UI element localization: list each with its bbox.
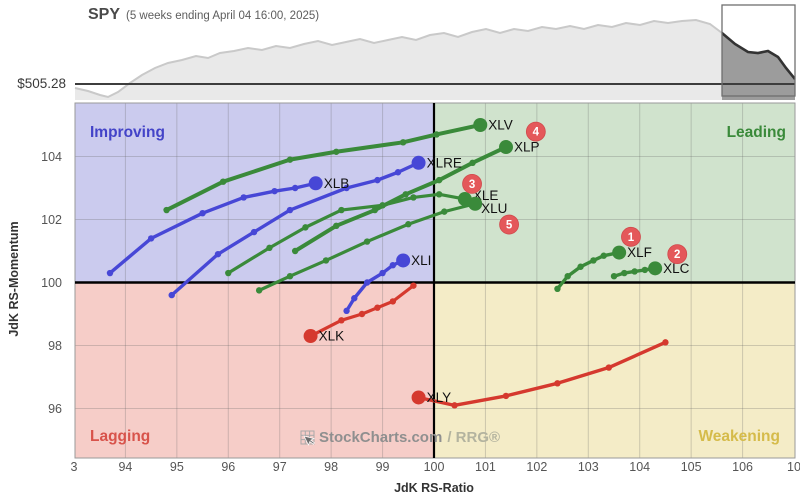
ticker-label-XLI[interactable]: XLI — [411, 253, 431, 268]
head-XLK[interactable] — [303, 329, 318, 344]
head-XLU[interactable] — [468, 196, 483, 211]
quadrant-label-improving: Improving — [90, 124, 165, 141]
series-XLC: XLC — [610, 261, 690, 280]
series-XLF: XLF — [554, 245, 652, 292]
title-subtitle: (5 weeks ending April 04 16:00, 2025) — [126, 10, 320, 22]
y-tick-98: 98 — [48, 339, 62, 353]
x-tick-95: 95 — [170, 460, 184, 474]
head-XLP[interactable] — [499, 140, 514, 155]
x-tick-106: 106 — [732, 460, 753, 474]
spy-sparkline — [74, 4, 796, 100]
quadrant-label-weakening: Weakening — [698, 428, 780, 445]
x-tick-99: 99 — [376, 460, 390, 474]
quadrant-weakening — [434, 282, 795, 458]
svg-text:4: 4 — [533, 127, 540, 139]
badge-2[interactable]: 2 — [667, 244, 688, 265]
y-axis-title: JdK RS-Momentum — [7, 221, 21, 337]
head-XLY[interactable] — [411, 390, 426, 405]
x-tick-102: 102 — [526, 460, 547, 474]
x-tick-3: 3 — [71, 460, 78, 474]
x-axis-title: JdK RS-Ratio — [394, 481, 474, 495]
chart-title: SPY (5 weeks ending April 04 16:00, 2025) — [88, 6, 319, 24]
badge-1[interactable]: 1 — [621, 226, 641, 247]
series-XLRE: XLRE — [168, 155, 462, 299]
series-XLV: XLV — [163, 118, 513, 214]
svg-text:5: 5 — [506, 220, 513, 232]
x-tick-100: 100 — [424, 460, 445, 474]
tick-labels: 3 94 95 96 97 98 99 100 101 102 103 104 105 106 10 96 98… — [41, 150, 800, 474]
badge-4[interactable]: 4 — [525, 121, 546, 142]
quadrant-label-leading: Leading — [726, 124, 786, 141]
quadrants — [75, 103, 795, 458]
head-XLI[interactable] — [396, 253, 411, 268]
svg-text:3: 3 — [469, 179, 475, 191]
ticker-label-XLC[interactable]: XLC — [663, 261, 690, 276]
x-tick-104: 104 — [629, 460, 650, 474]
svg-text:1: 1 — [628, 232, 635, 244]
symbol-label: SPY — [88, 6, 121, 23]
x-tick-103: 103 — [578, 460, 599, 474]
ticker-label-XLRE[interactable]: XLRE — [427, 155, 462, 170]
series-XLE: XLE — [225, 188, 498, 277]
spy-price-label: $505.28 — [17, 76, 66, 91]
head-XLB[interactable] — [308, 176, 323, 191]
x-tick-94: 94 — [118, 460, 132, 474]
quadrant-lagging — [75, 282, 434, 458]
ticker-label-XLP[interactable]: XLP — [514, 140, 540, 155]
x-tick-97: 97 — [273, 460, 287, 474]
series-XLY: XLY — [411, 339, 669, 409]
series-XLB: XLB — [106, 176, 350, 277]
head-XLC[interactable] — [648, 261, 663, 276]
x-tick-10: 10 — [787, 460, 800, 474]
series-XLP: XLP — [291, 140, 540, 255]
series-XLU: XLU — [255, 196, 507, 294]
ticker-label-XLF[interactable]: XLF — [627, 245, 652, 260]
y-tick-102: 102 — [41, 213, 62, 227]
x-tick-105: 105 — [681, 460, 702, 474]
head-XLV[interactable] — [473, 118, 488, 132]
badge-5[interactable]: 5 — [499, 214, 519, 235]
ticker-label-XLU[interactable]: XLU — [481, 201, 507, 216]
badge-3[interactable]: 3 — [462, 174, 482, 194]
x-tick-101: 101 — [475, 460, 496, 474]
y-tick-96: 96 — [48, 402, 62, 416]
series-XLI: XLI — [343, 253, 431, 315]
quadrant-label-lagging: Lagging — [90, 428, 151, 445]
svg-text:2: 2 — [674, 249, 680, 261]
ticker-label-XLB[interactable]: XLB — [324, 176, 350, 191]
y-tick-104: 104 — [41, 150, 62, 164]
series-XLK: XLK — [303, 282, 417, 344]
ticker-label-XLV[interactable]: XLV — [488, 118, 513, 133]
ticker-label-XLK[interactable]: XLK — [319, 329, 345, 344]
date-window[interactable] — [721, 4, 796, 97]
x-tick-96: 96 — [221, 460, 235, 474]
head-XLF[interactable] — [612, 245, 627, 260]
x-tick-98: 98 — [324, 460, 338, 474]
head-XLRE[interactable] — [411, 155, 426, 170]
ticker-label-XLY[interactable]: XLY — [427, 390, 452, 405]
y-tick-100: 100 — [41, 276, 62, 290]
